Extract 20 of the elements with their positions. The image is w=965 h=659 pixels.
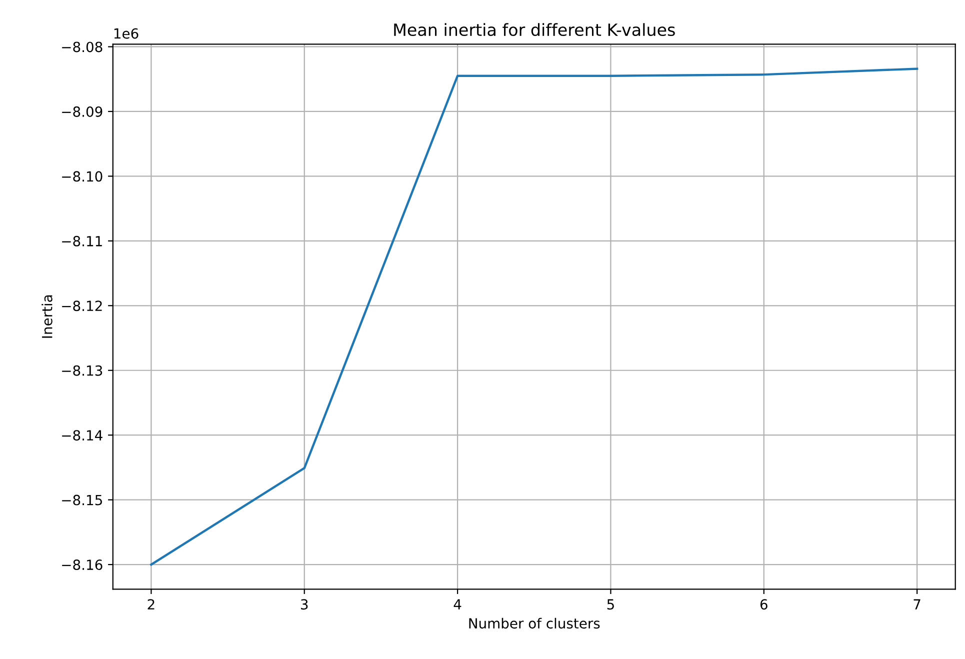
x-tick-label: 5 [607,599,614,610]
chart-title: Mean inertia for different K-values [394,23,675,36]
y-tick-label: −8.08 [62,42,102,52]
y-tick-label: −8.10 [62,171,102,182]
y-tick-label: −8.11 [62,236,102,246]
y-tick-label: −8.12 [62,300,102,312]
y-axis-title: Inertia [42,295,52,338]
text: 1e6 [114,28,138,39]
y-tick-label: −8.09 [62,106,102,117]
y-tick-label: −8.13 [62,365,102,376]
y-tick-label: −8.15 [62,494,102,506]
x-tick-label: 6 [760,599,768,610]
x-tick-label: 7 [914,599,920,610]
x-tick-label: 4 [454,599,462,610]
x-tick-label: 3 [301,599,308,610]
y-tick-label: −8.14 [62,430,102,441]
y-tick-label: −8.16 [62,560,102,570]
x-tick-label: 2 [148,599,154,610]
line-series [150,68,918,566]
x-axis-title: Number of clusters [469,618,600,629]
